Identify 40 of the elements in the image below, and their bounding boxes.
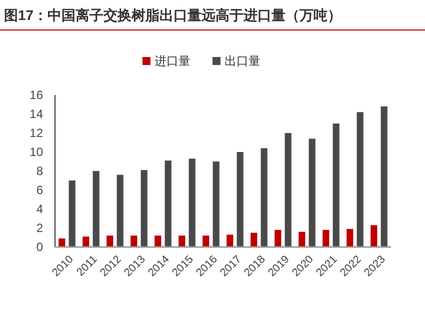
bar: [106, 236, 114, 247]
y-tick-label: 8: [36, 164, 44, 178]
bar: [164, 160, 172, 247]
bar: [140, 170, 148, 247]
bar: [236, 152, 244, 247]
y-tick-label: 2: [36, 221, 44, 236]
bar: [380, 106, 388, 247]
bar: [154, 236, 162, 247]
legend-label: 出口量: [224, 54, 260, 68]
bar: [370, 225, 378, 247]
bar: [250, 232, 258, 247]
bar: [188, 158, 196, 247]
bar: [130, 236, 138, 247]
y-tick-label: 12: [30, 126, 44, 140]
y-tick-label: 6: [36, 183, 44, 198]
y-tick-label: 16: [30, 88, 44, 102]
bar: [274, 230, 282, 247]
y-tick-label: 4: [36, 202, 44, 216]
bar: [82, 236, 90, 247]
y-tick-label: 10: [30, 145, 44, 160]
bar: [308, 138, 316, 247]
bar: [212, 162, 220, 247]
bar: [68, 180, 76, 247]
bar: [226, 234, 234, 247]
bar: [298, 232, 306, 247]
bar: [58, 238, 66, 247]
chart-title: 图17：中国离子交换树脂出口量远高于进口量（万吨）: [4, 7, 342, 23]
bar: [346, 228, 354, 247]
bar: [322, 230, 330, 247]
bar: [260, 148, 268, 247]
bar: [332, 124, 340, 247]
y-tick-label: 0: [36, 240, 44, 254]
bar: [116, 174, 124, 247]
bar: [356, 112, 364, 247]
bar: [178, 236, 186, 247]
bar: [202, 236, 210, 247]
bar: [92, 171, 100, 247]
bar: [284, 133, 292, 247]
legend-label: 进口量: [154, 54, 190, 68]
y-tick-label: 14: [30, 107, 44, 122]
